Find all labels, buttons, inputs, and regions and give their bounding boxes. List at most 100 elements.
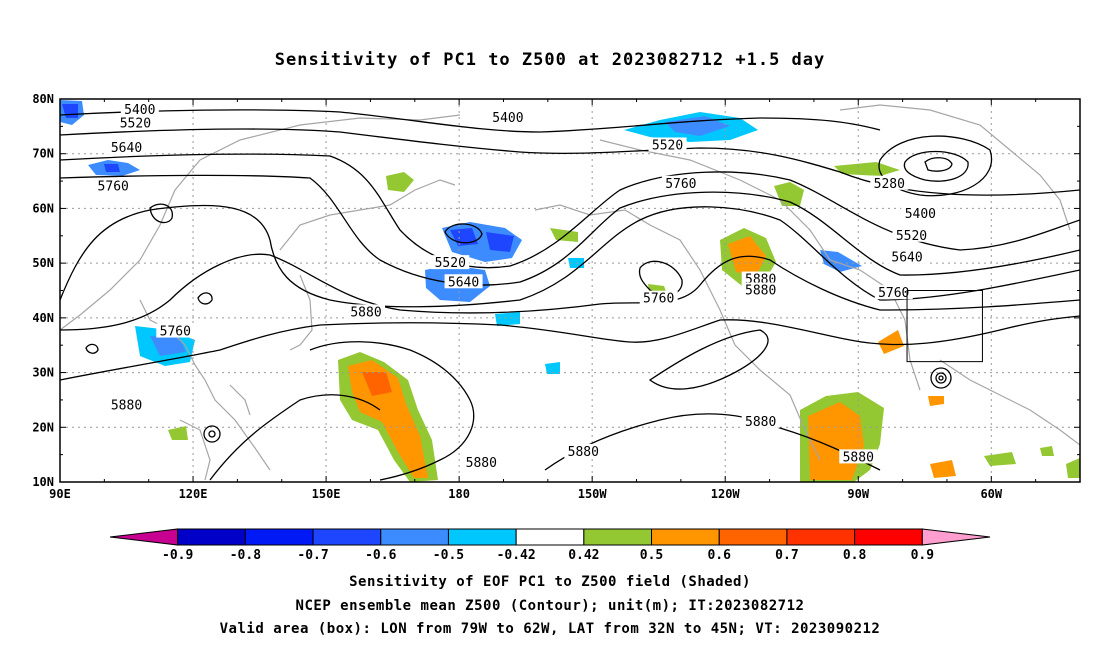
- colorbar-swatch: [515, 528, 585, 546]
- contour-label-bg: [94, 178, 133, 193]
- colorbar-swatch: [718, 528, 788, 546]
- colorbar-swatch: [244, 528, 314, 546]
- colorbar-swatch: [177, 528, 246, 546]
- contour-5760b: [60, 253, 1080, 331]
- contour-label-bg: [488, 110, 527, 125]
- contour-label: 5880: [568, 445, 599, 460]
- shade-neg-region: [150, 336, 186, 356]
- lon-tick-label: 180: [448, 487, 470, 501]
- contour-label-bg: [107, 140, 146, 155]
- lat-tick-label: 30N: [32, 366, 54, 380]
- caption-line-2: NCEP ensemble mean Z500 (Contour); unit(…: [295, 598, 805, 614]
- shade-pos-region: [550, 228, 578, 242]
- contour-label-bg: [107, 397, 146, 412]
- colorbar-tick-label: 0.5: [640, 548, 663, 563]
- contour-label: 5400: [905, 207, 936, 222]
- colorbar-tick-label: -0.42: [497, 548, 536, 563]
- contour-label-bg: [116, 115, 155, 130]
- contour-label-bg: [639, 290, 678, 305]
- colorbar-tick-label: -0.6: [365, 548, 396, 563]
- contour-label: 5760: [643, 292, 674, 307]
- lon-tick-label: 60W: [980, 487, 1002, 501]
- colorbar-swatch: [583, 528, 653, 546]
- contour-label: 5880: [111, 398, 142, 413]
- shade-neg-region: [495, 312, 520, 326]
- contour-label: 5880: [745, 415, 776, 430]
- contour-closed-small: [938, 375, 944, 381]
- shade-pos-region: [386, 172, 414, 192]
- shade-pos-region: [168, 426, 188, 440]
- contour-label-bg: [462, 454, 501, 469]
- contour-5880d: [544, 413, 881, 471]
- lon-tick-label: 90E: [49, 487, 71, 501]
- contour-closed-small: [197, 292, 213, 305]
- contour-5880c: [648, 329, 769, 390]
- contour-label: 5880: [745, 284, 776, 299]
- colorbar-swatch: [854, 528, 923, 546]
- contour-closed-small: [85, 343, 99, 354]
- shade-neg-region: [104, 164, 120, 172]
- chart-title: Sensitivity of PC1 to Z500 at 2023082712…: [274, 50, 826, 70]
- contour-label-bg: [741, 413, 780, 428]
- contour-label-bg: [431, 255, 470, 270]
- valid-area-box: [906, 290, 983, 363]
- shade-neg-region: [486, 232, 514, 252]
- contour-label: 5520: [896, 229, 927, 244]
- shade-neg-region: [545, 362, 560, 374]
- shade-pos-region: [1040, 446, 1054, 456]
- contour-label-bg: [874, 285, 913, 300]
- colorbar-tick-label: -0.8: [230, 548, 261, 563]
- contour-label: 5640: [891, 251, 922, 266]
- lon-tick-label: 150E: [312, 487, 341, 501]
- shade-pos-region: [984, 452, 1016, 466]
- contour-label-bg: [444, 274, 483, 289]
- contour-low-core: [924, 157, 953, 172]
- lat-tick-label: 60N: [32, 201, 54, 215]
- contour-label-bg: [892, 227, 931, 242]
- contour-5880e: [209, 394, 381, 481]
- contour-5880b: [309, 341, 475, 481]
- contour-closed-small: [208, 430, 216, 438]
- contour-label: 5640: [448, 275, 479, 290]
- shade-pos-region: [928, 396, 944, 406]
- z500-contours: [60, 109, 1080, 481]
- lat-tick-label: 40N: [32, 311, 54, 325]
- shade-pos-region: [878, 330, 904, 354]
- contour-label: 5880: [843, 450, 874, 465]
- caption-line-1: Sensitivity of EOF PC1 to Z500 field (Sh…: [349, 574, 751, 590]
- shade-pos-region: [834, 162, 900, 176]
- lat-tick-label: 20N: [32, 420, 54, 434]
- contour-label: 5280: [874, 177, 905, 192]
- colorbar-tick-label: 0.6: [707, 548, 731, 563]
- contour-closed-small: [203, 425, 221, 443]
- colorbar-swatch: [651, 528, 720, 546]
- contour-closed-small: [930, 367, 952, 389]
- contour-label: 5880: [350, 305, 381, 320]
- longitude-axis: 90E 120E 150E 180 150W 120W 90W 60W: [49, 99, 1037, 501]
- contour-label: 5520: [120, 117, 151, 132]
- contour-label-bg: [648, 137, 687, 152]
- contour-label-bg: [901, 205, 940, 220]
- shade-pos-region: [348, 360, 428, 478]
- contour-label-bg: [839, 449, 878, 464]
- contour-label: 5760: [878, 286, 909, 301]
- colorbar-tick-label: -0.9: [162, 548, 193, 563]
- shade-neg-region: [820, 250, 862, 272]
- lat-tick-label: 50N: [32, 256, 54, 270]
- lon-tick-label: 120E: [179, 487, 208, 501]
- colorbar-tick-label: 0.8: [843, 548, 867, 563]
- lon-tick-label: 120W: [711, 487, 741, 501]
- contour-label-bg: [661, 175, 700, 190]
- shade-pos-region: [930, 460, 956, 478]
- contour-closed-small: [935, 372, 947, 384]
- colorbar-max-triangle: [921, 528, 991, 546]
- contour-label-bg: [741, 282, 780, 297]
- contour-label-bg: [120, 101, 159, 116]
- contour-label: 5760: [665, 177, 696, 192]
- contour-label-bg: [156, 323, 195, 338]
- contour-5400: [60, 109, 881, 133]
- colorbar-swatch: [447, 528, 517, 546]
- lat-tick-label: 70N: [32, 147, 54, 161]
